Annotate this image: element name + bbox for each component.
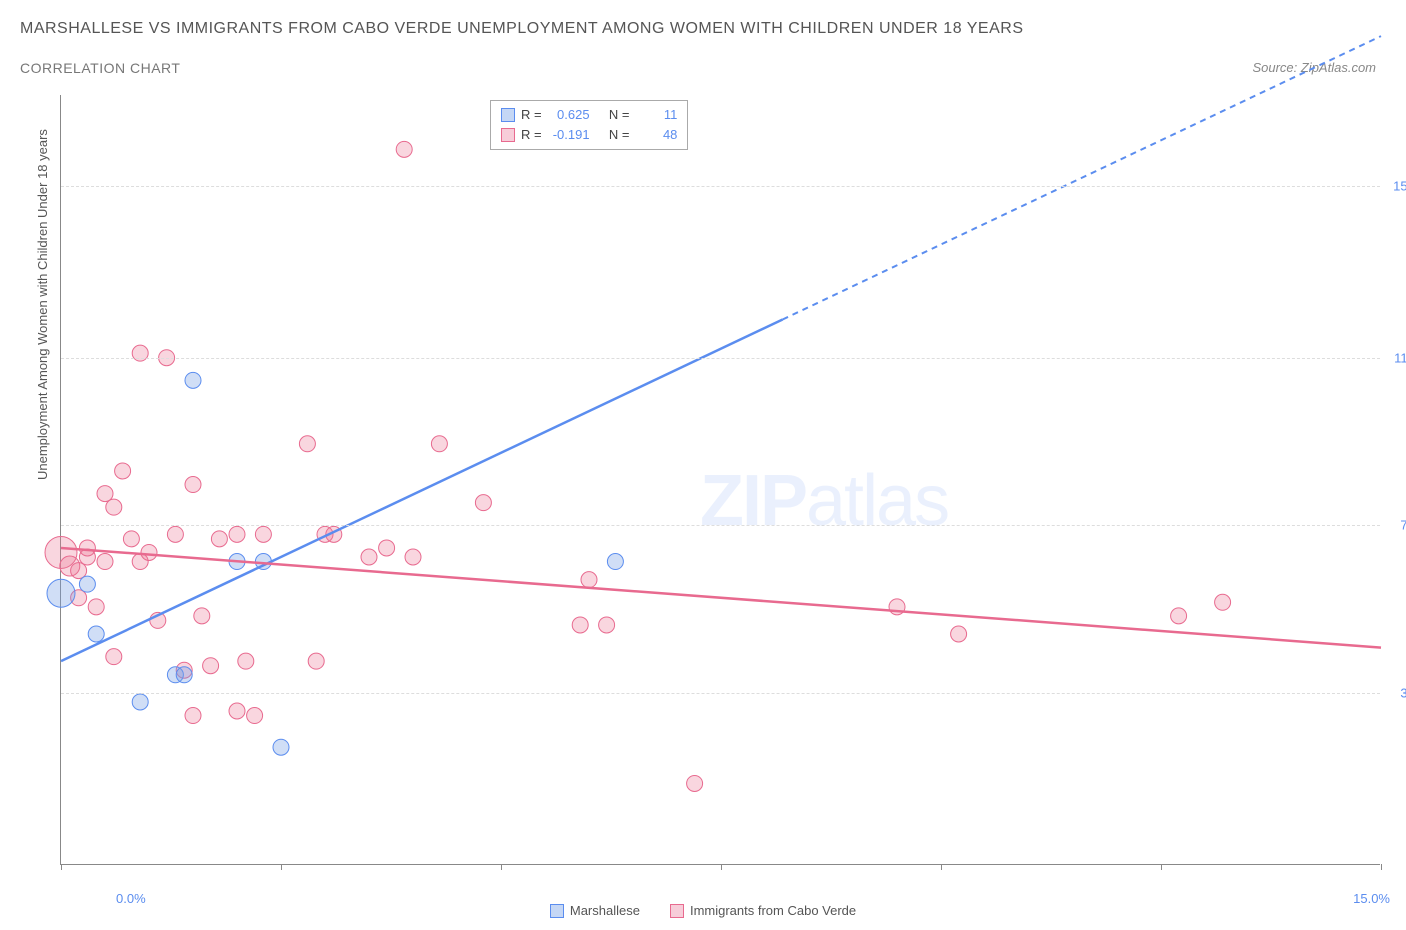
data-point — [431, 436, 447, 452]
data-point — [47, 579, 75, 607]
y-tick-label: 11.2% — [1394, 350, 1406, 365]
data-point — [299, 436, 315, 452]
chart-svg — [61, 95, 1380, 864]
legend-r-value-0: 0.625 — [548, 105, 590, 125]
x-tick — [501, 864, 502, 870]
data-point — [475, 495, 491, 511]
data-point — [1215, 594, 1231, 610]
trend-line-dashed — [783, 36, 1381, 319]
legend-swatch-marshallese — [501, 108, 515, 122]
legend-row-cabo: R = -0.191 N = 48 — [501, 125, 677, 145]
legend-row-marshallese: R = 0.625 N = 11 — [501, 105, 677, 125]
data-point — [607, 554, 623, 570]
data-point — [141, 544, 157, 560]
data-point — [405, 549, 421, 565]
correlation-legend: R = 0.625 N = 11 R = -0.191 N = 48 — [490, 100, 688, 150]
data-point — [176, 667, 192, 683]
y-tick-label: 15.0% — [1393, 178, 1406, 193]
legend-n-label: N = — [609, 105, 630, 125]
gridline — [61, 186, 1380, 187]
legend-r-value-1: -0.191 — [548, 125, 590, 145]
data-point — [115, 463, 131, 479]
x-tick — [1381, 864, 1382, 870]
legend-n-value-0: 11 — [635, 105, 677, 125]
data-point — [71, 563, 87, 579]
x-tick — [941, 864, 942, 870]
series-swatch-0 — [550, 904, 564, 918]
series-legend-item-0: Marshallese — [550, 903, 640, 918]
data-point — [229, 703, 245, 719]
chart-title: MARSHALLESE VS IMMIGRANTS FROM CABO VERD… — [20, 20, 1024, 38]
data-point — [951, 626, 967, 642]
data-point — [185, 477, 201, 493]
data-point — [123, 531, 139, 547]
data-point — [211, 531, 227, 547]
data-point — [132, 694, 148, 710]
data-point — [255, 526, 271, 542]
x-tick — [1161, 864, 1162, 870]
legend-r-label: R = — [521, 125, 542, 145]
legend-n-label: N = — [609, 125, 630, 145]
data-point — [229, 526, 245, 542]
data-point — [1171, 608, 1187, 624]
y-tick-label: 3.8% — [1400, 685, 1406, 700]
legend-r-label: R = — [521, 105, 542, 125]
data-point — [132, 345, 148, 361]
x-tick — [281, 864, 282, 870]
series-name-0: Marshallese — [570, 903, 640, 918]
data-point — [79, 576, 95, 592]
data-point — [88, 599, 104, 615]
data-point — [572, 617, 588, 633]
y-tick-label: 7.5% — [1400, 518, 1406, 533]
data-point — [361, 549, 377, 565]
data-point — [396, 141, 412, 157]
data-point — [106, 649, 122, 665]
data-point — [97, 554, 113, 570]
data-point — [581, 572, 597, 588]
data-point — [308, 653, 324, 669]
data-point — [106, 499, 122, 515]
series-legend-item-1: Immigrants from Cabo Verde — [670, 903, 856, 918]
gridline — [61, 525, 1380, 526]
gridline — [61, 358, 1380, 359]
series-name-1: Immigrants from Cabo Verde — [690, 903, 856, 918]
data-point — [687, 775, 703, 791]
trend-line — [61, 548, 1381, 648]
data-point — [379, 540, 395, 556]
x-tick — [721, 864, 722, 870]
trend-line — [61, 319, 783, 661]
legend-n-value-1: 48 — [635, 125, 677, 145]
data-point — [185, 372, 201, 388]
y-axis-title: Unemployment Among Women with Children U… — [35, 129, 50, 480]
data-point — [185, 708, 201, 724]
data-point — [97, 486, 113, 502]
data-point — [88, 626, 104, 642]
data-point — [247, 708, 263, 724]
series-swatch-1 — [670, 904, 684, 918]
data-point — [273, 739, 289, 755]
data-point — [238, 653, 254, 669]
data-point — [599, 617, 615, 633]
series-legend: Marshallese Immigrants from Cabo Verde — [0, 903, 1406, 918]
chart-subtitle: CORRELATION CHART — [20, 60, 180, 76]
data-point — [194, 608, 210, 624]
x-tick — [61, 864, 62, 870]
data-point — [79, 540, 95, 556]
gridline — [61, 693, 1380, 694]
legend-swatch-cabo — [501, 128, 515, 142]
data-point — [167, 526, 183, 542]
plot-area: 3.8%7.5%11.2%15.0%0.0%15.0% — [60, 95, 1380, 865]
data-point — [203, 658, 219, 674]
